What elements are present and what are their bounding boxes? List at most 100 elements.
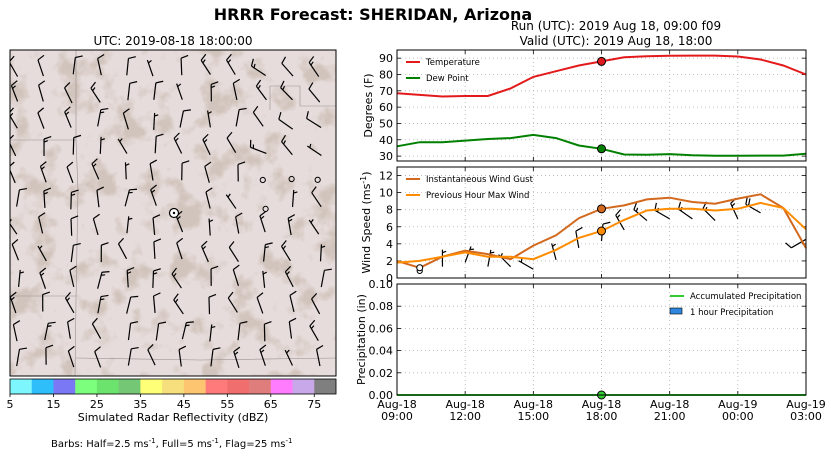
wind-barb	[45, 344, 54, 365]
barb-staff	[154, 136, 157, 154]
barb-staff	[152, 295, 156, 313]
wind-barb	[16, 347, 28, 367]
wind-barb	[226, 131, 237, 153]
colorbar-swatch	[10, 379, 33, 394]
barb-full	[65, 292, 71, 299]
barb-half	[174, 298, 179, 303]
barb-full	[250, 58, 254, 67]
barb-full	[10, 134, 15, 141]
barb-half	[321, 245, 326, 249]
colorbar-tick-label: 15	[46, 398, 60, 411]
barb-half	[151, 189, 156, 194]
barb-staff	[96, 190, 100, 208]
barb-half	[65, 111, 70, 116]
wind-barb	[124, 162, 130, 180]
wind-barb	[37, 54, 45, 77]
barb-half	[211, 326, 216, 329]
panel-frame	[396, 166, 807, 279]
y-tick-label: 0.04	[369, 345, 394, 358]
barb-full	[66, 161, 74, 168]
map-title: UTC: 2019-08-18 18:00:00	[93, 34, 252, 48]
barb-half	[92, 163, 97, 168]
barb-staff	[10, 166, 16, 184]
map-frame	[9, 49, 337, 377]
barb-full	[259, 210, 267, 217]
wind-barb	[233, 346, 241, 369]
barb-full	[186, 321, 194, 324]
barb-full	[178, 345, 187, 351]
barb-full	[19, 347, 28, 350]
barb-half	[635, 207, 639, 212]
wind-barb	[176, 237, 184, 260]
wind-barb	[249, 139, 267, 154]
barb-staff	[235, 216, 240, 234]
x-tick-label-date: Aug-19	[718, 398, 757, 411]
x-tick-label-time: 18:00	[586, 410, 618, 423]
barb-full	[73, 134, 82, 139]
barb-full	[130, 295, 139, 298]
barb-staff	[179, 110, 185, 128]
panel-frame	[396, 49, 807, 162]
wind-barb	[100, 242, 109, 263]
colorbar-swatch	[140, 379, 163, 394]
barb-full	[10, 107, 14, 115]
barb-full	[155, 133, 164, 137]
x-tick-label-date: Aug-18	[445, 398, 484, 411]
legend-swatch	[669, 307, 683, 315]
wind-barb	[278, 111, 294, 130]
barb-half	[490, 251, 495, 254]
barb-full	[38, 80, 46, 86]
barb-staff	[235, 109, 240, 127]
barb-full	[90, 81, 96, 89]
map-wind-barbs	[10, 53, 332, 369]
wind-barb	[97, 54, 105, 76]
wind-barb	[179, 109, 191, 128]
wind-barb	[280, 80, 293, 101]
wind-barb	[117, 237, 128, 260]
wind-barb	[38, 80, 46, 102]
barb-half	[39, 245, 43, 250]
barb-half	[177, 83, 182, 87]
barb-staff	[252, 112, 264, 127]
barb-full	[149, 159, 158, 165]
colorbar-swatch	[118, 379, 141, 394]
wind-barb	[181, 160, 190, 181]
wind-barb	[149, 159, 158, 181]
barb-full	[150, 184, 157, 191]
wind-barb	[633, 202, 648, 222]
barb-full	[259, 344, 267, 351]
wind-barb	[91, 317, 102, 339]
barb-full	[10, 291, 17, 298]
barb-half	[442, 250, 447, 254]
wind-barb	[70, 189, 79, 210]
valid-time-marker	[597, 204, 606, 214]
barb-staff	[67, 350, 75, 368]
run-line: Run (UTC): 2019 Aug 18, 09:00 f09	[511, 19, 721, 33]
x-tick-label-date: Aug-18	[650, 398, 689, 411]
barb-full	[67, 317, 75, 323]
barb-full	[309, 319, 316, 327]
barb-full	[210, 265, 219, 270]
barb-half	[227, 193, 231, 198]
colorbar-tick-label: 65	[264, 398, 278, 411]
wind-barb	[155, 321, 167, 341]
wind-barb	[127, 321, 139, 341]
barb-full	[232, 264, 240, 271]
y-tick-label: 0	[386, 272, 393, 285]
wind-barb	[252, 105, 264, 127]
barb-half	[173, 272, 177, 277]
barb-full	[11, 238, 19, 245]
wind-barb	[117, 138, 128, 154]
barb-half	[47, 325, 52, 327]
barb-full	[94, 346, 101, 352]
barb-staff	[126, 296, 132, 314]
barb-staff	[72, 57, 76, 75]
barb-full	[40, 161, 47, 167]
barb-full	[71, 189, 79, 193]
colorbar-tick-label: 55	[220, 398, 234, 411]
barb-half	[100, 111, 105, 114]
barb-full	[180, 54, 189, 59]
y-tick-label: 10	[379, 187, 393, 200]
barb-half	[253, 63, 256, 68]
barb-full	[232, 78, 241, 84]
